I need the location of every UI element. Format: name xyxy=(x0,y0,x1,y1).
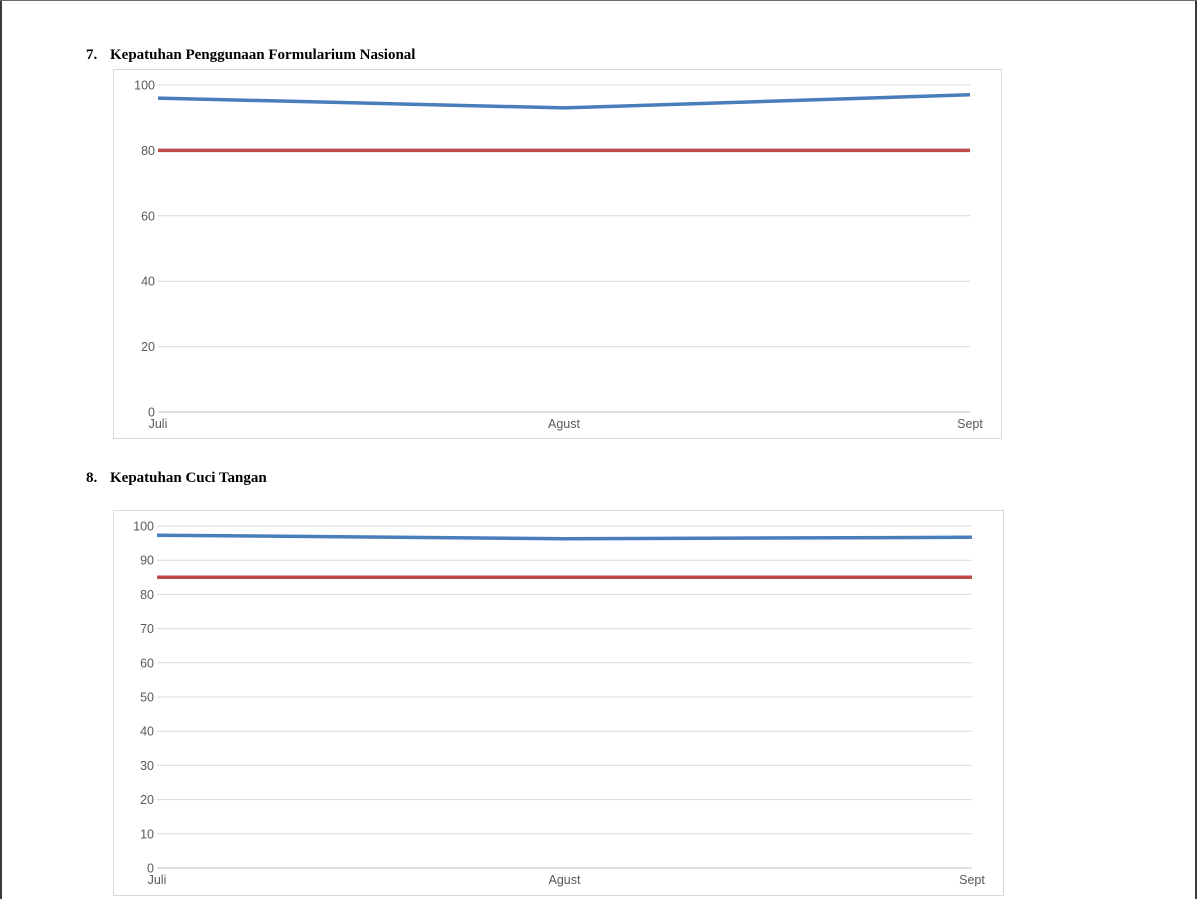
x-tick-label: Sept xyxy=(959,873,985,887)
y-tick-label: 100 xyxy=(133,520,154,534)
y-tick-label: 0 xyxy=(147,862,154,876)
section-title-8: 8. Kepatuhan Cuci Tangan xyxy=(86,470,267,487)
series-line-1 xyxy=(156,533,973,541)
section-number: 7. xyxy=(86,47,98,63)
y-tick-label: 40 xyxy=(140,725,154,739)
y-tick-label: 80 xyxy=(141,144,155,158)
section-heading: Kepatuhan Cuci Tangan xyxy=(110,470,267,486)
section-number: 8. xyxy=(86,470,98,486)
page-border-right xyxy=(1195,0,1197,899)
chart-cuci-tangan: 0 10 20 30 40 50 60 70 80 90 100 Juli Agust Sept xyxy=(113,510,1004,896)
page-border-top xyxy=(0,0,1197,1)
x-tick-label: Sept xyxy=(957,417,983,431)
x-tick-label: Agust xyxy=(549,873,581,887)
x-tick-label: Juli xyxy=(148,873,167,887)
chart-formularium: 0 20 40 60 80 100 Juli Agust Sept xyxy=(113,69,1002,439)
y-tick-label: 20 xyxy=(141,340,155,354)
x-tick-label: Agust xyxy=(548,417,580,431)
series-line-1 xyxy=(157,93,971,110)
y-tick-label: 60 xyxy=(141,209,155,223)
chart-formularium-plot: 0 20 40 60 80 100 Juli Agust Sept xyxy=(134,79,983,432)
x-tick-label: Juli xyxy=(149,417,168,431)
y-tick-label: 0 xyxy=(148,406,155,420)
y-tick-label: 90 xyxy=(140,554,154,568)
y-tick-label: 60 xyxy=(140,656,154,670)
y-tick-label: 50 xyxy=(140,691,154,705)
y-tick-label: 100 xyxy=(134,79,155,93)
y-tick-label: 30 xyxy=(140,759,154,773)
page-border-left xyxy=(0,0,2,899)
section-heading: Kepatuhan Penggunaan Formularium Nasiona… xyxy=(110,47,416,63)
y-tick-label: 80 xyxy=(140,588,154,602)
y-tick-label: 70 xyxy=(140,622,154,636)
y-tick-label: 40 xyxy=(141,275,155,289)
section-title-7: 7. Kepatuhan Penggunaan Formularium Nasio… xyxy=(86,47,415,64)
y-tick-label: 20 xyxy=(140,793,154,807)
y-tick-label: 10 xyxy=(140,827,154,841)
chart-cuci-tangan-plot: 0 10 20 30 40 50 60 70 80 90 100 Juli Agust Sept xyxy=(133,520,985,888)
